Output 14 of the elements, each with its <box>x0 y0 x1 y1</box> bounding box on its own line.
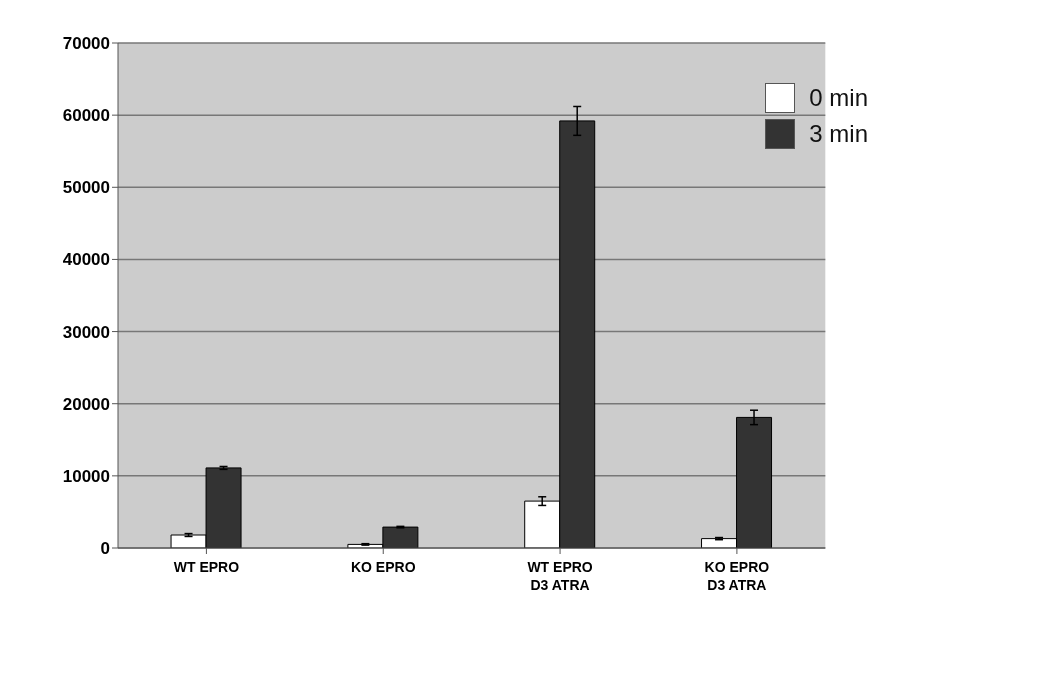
y-tick-label: 0 <box>100 539 110 559</box>
y-tick-label: 40000 <box>62 250 110 270</box>
y-tick-label: 30000 <box>62 322 110 342</box>
y-tick-label: 20000 <box>62 394 110 414</box>
x-tick-label: WT EPRO <box>173 559 240 575</box>
x-tick-label: KO EPRO <box>350 559 416 575</box>
y-tick-label: 50000 <box>62 178 110 198</box>
x-tick-label: WT EPRO D3 ATRA <box>527 559 593 593</box>
legend-label: 3 min <box>809 120 868 148</box>
y-tick-label: 60000 <box>62 106 110 126</box>
legend-label: 0 min <box>809 84 868 112</box>
y-tick-label: 10000 <box>62 466 110 486</box>
y-tick-label: 70000 <box>62 34 110 54</box>
x-tick-label: KO EPRO D3 ATRA <box>704 559 770 593</box>
